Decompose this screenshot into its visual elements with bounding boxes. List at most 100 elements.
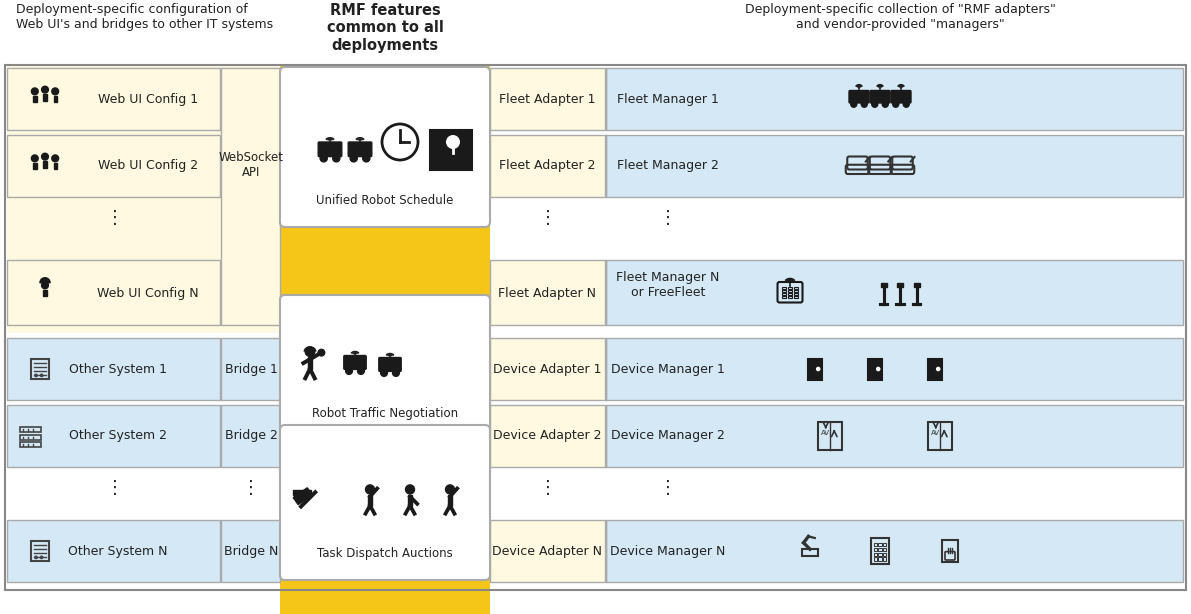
Text: ⋮: ⋮	[106, 209, 124, 227]
Text: ⋮: ⋮	[242, 479, 260, 497]
Circle shape	[363, 155, 370, 162]
Circle shape	[877, 367, 880, 371]
Circle shape	[366, 485, 374, 494]
Bar	[880, 282, 886, 287]
Bar	[7, 338, 220, 400]
Text: Web UI Config 1: Web UI Config 1	[98, 93, 198, 106]
FancyArrow shape	[448, 495, 453, 505]
Bar	[787, 287, 792, 289]
Text: Fleet Manager 1: Fleet Manager 1	[617, 93, 719, 106]
FancyArrow shape	[54, 96, 57, 103]
Bar	[884, 558, 886, 561]
Bar	[874, 548, 877, 551]
Bar	[7, 260, 220, 325]
Text: Device Manager N: Device Manager N	[610, 545, 725, 558]
Text: AV: AV	[931, 430, 940, 435]
Bar	[942, 540, 958, 562]
Circle shape	[332, 155, 339, 162]
Bar	[874, 558, 877, 561]
Bar	[787, 290, 792, 292]
Bar	[490, 260, 605, 325]
Bar	[807, 359, 822, 380]
Text: Device Adapter 1: Device Adapter 1	[493, 362, 601, 376]
Bar	[874, 543, 877, 546]
Circle shape	[42, 86, 49, 93]
Bar	[293, 491, 311, 495]
Bar	[793, 287, 798, 289]
Circle shape	[320, 155, 328, 162]
Circle shape	[861, 101, 867, 107]
Circle shape	[40, 374, 43, 376]
Text: Other System N: Other System N	[68, 545, 168, 558]
Circle shape	[51, 88, 58, 95]
Circle shape	[42, 282, 49, 289]
Bar	[871, 538, 888, 564]
Text: Other System 2: Other System 2	[69, 430, 167, 443]
Text: Fleet Manager N
or FreeFleet: Fleet Manager N or FreeFleet	[616, 271, 719, 299]
Bar	[781, 296, 786, 298]
Text: Deployment-specific collection of "RMF adapters"
and vendor-provided "managers": Deployment-specific collection of "RMF a…	[744, 3, 1055, 31]
Circle shape	[35, 556, 37, 559]
Bar	[781, 287, 786, 289]
Bar	[818, 422, 842, 449]
Circle shape	[445, 485, 455, 494]
Circle shape	[850, 101, 856, 107]
Bar	[7, 405, 220, 467]
Text: Device Manager 2: Device Manager 2	[611, 430, 725, 443]
Text: Fleet Adapter 2: Fleet Adapter 2	[499, 160, 596, 173]
Bar	[928, 359, 942, 380]
FancyBboxPatch shape	[891, 90, 911, 103]
Circle shape	[51, 155, 58, 161]
Bar	[606, 135, 1183, 197]
Text: WebSocket
API: WebSocket API	[218, 151, 283, 179]
Circle shape	[42, 154, 49, 160]
FancyBboxPatch shape	[379, 357, 401, 371]
Bar	[606, 520, 1183, 582]
FancyArrow shape	[33, 163, 37, 169]
Bar	[490, 338, 605, 400]
Text: Bridge 2: Bridge 2	[225, 430, 278, 443]
Bar	[802, 549, 818, 556]
Circle shape	[872, 101, 878, 107]
Bar	[879, 543, 881, 546]
Text: Deployment-specific configuration of
Web UI's and bridges to other IT systems: Deployment-specific configuration of Web…	[17, 3, 274, 31]
Text: Device Adapter 2: Device Adapter 2	[493, 430, 601, 443]
FancyArrow shape	[43, 94, 46, 101]
FancyBboxPatch shape	[318, 142, 342, 157]
FancyBboxPatch shape	[849, 90, 869, 103]
Text: Task Dispatch Auctions: Task Dispatch Auctions	[317, 546, 453, 559]
Text: ⋮: ⋮	[538, 209, 556, 227]
Circle shape	[817, 367, 819, 371]
FancyBboxPatch shape	[280, 425, 490, 580]
Bar	[897, 282, 903, 287]
Bar	[7, 520, 220, 582]
FancyBboxPatch shape	[869, 90, 890, 103]
Bar	[606, 338, 1183, 400]
Text: RMF features
common to all
deployments: RMF features common to all deployments	[326, 3, 443, 53]
Bar	[222, 68, 280, 325]
Circle shape	[318, 349, 325, 356]
Bar	[430, 130, 472, 170]
Bar	[490, 520, 605, 582]
Text: ⋮: ⋮	[659, 209, 676, 227]
Text: Fleet Adapter N: Fleet Adapter N	[499, 287, 597, 300]
Circle shape	[893, 101, 899, 107]
Circle shape	[381, 370, 387, 376]
Bar	[7, 135, 220, 197]
FancyBboxPatch shape	[280, 295, 490, 440]
Bar	[222, 338, 280, 400]
Bar	[879, 558, 881, 561]
Bar	[793, 290, 798, 292]
FancyArrow shape	[368, 495, 373, 505]
Text: ⋮: ⋮	[106, 479, 124, 497]
Circle shape	[393, 370, 399, 376]
Bar	[490, 405, 605, 467]
Text: Device Manager 1: Device Manager 1	[611, 362, 725, 376]
FancyArrow shape	[307, 357, 312, 369]
FancyArrow shape	[407, 495, 412, 505]
Bar	[606, 68, 1183, 130]
FancyArrow shape	[43, 161, 46, 168]
Circle shape	[405, 485, 414, 494]
Bar	[606, 405, 1183, 467]
FancyBboxPatch shape	[348, 142, 372, 157]
